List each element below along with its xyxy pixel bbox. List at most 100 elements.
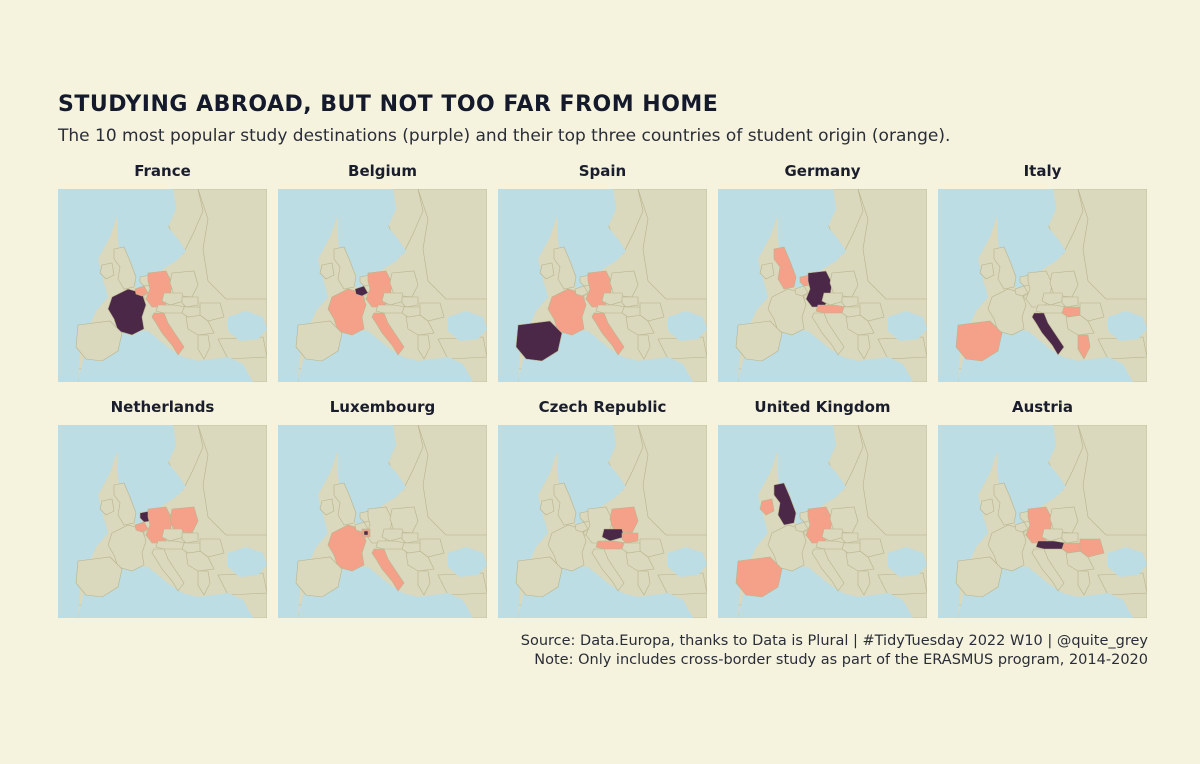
country-czechia: [161, 528, 185, 542]
country-spain: [295, 320, 343, 362]
country-luxembourg-destination: [363, 530, 369, 536]
country-italy: [591, 312, 625, 356]
map-panel-czechia: Czech Republic: [498, 398, 707, 618]
sea: [668, 311, 707, 341]
country-austria: [1035, 540, 1067, 550]
country-italy: [371, 312, 405, 356]
country-italy: [151, 312, 185, 356]
europe-map: [938, 425, 1147, 618]
land-region: [197, 189, 267, 300]
country-italy: [591, 548, 625, 592]
land-region: [1077, 425, 1147, 536]
country-hungary: [401, 542, 423, 554]
country-greece: [197, 570, 211, 596]
country-czechia: [821, 292, 845, 306]
country-greece: [637, 334, 651, 360]
country-belgium: [574, 521, 589, 533]
country-slovakia: [1061, 296, 1079, 308]
country-spain: [955, 556, 1003, 598]
country-greece: [857, 570, 871, 596]
panel-title: Czech Republic: [538, 398, 667, 416]
sea: [448, 311, 487, 341]
land-region: [857, 425, 927, 536]
country-spain: [75, 556, 123, 598]
europe-map: [278, 425, 487, 618]
country-slovakia: [401, 532, 419, 544]
country-czechia: [821, 528, 845, 542]
country-belgium: [1014, 521, 1029, 533]
country-romania: [859, 538, 885, 558]
country-hungary: [841, 542, 863, 554]
country-czechia: [161, 292, 185, 306]
country-italy: [811, 312, 845, 356]
country-italy: [811, 548, 845, 592]
country-uk: [553, 482, 577, 526]
sea: [278, 189, 338, 382]
chart-subtitle: The 10 most popular study destinations (…: [58, 126, 951, 146]
country-hungary: [181, 542, 203, 554]
country-belgium: [354, 285, 369, 297]
country-greece: [417, 570, 431, 596]
sea: [78, 565, 253, 618]
map-panel-austria: Austria: [938, 398, 1147, 618]
panel-title: Belgium: [348, 162, 417, 180]
europe-map: [718, 425, 927, 618]
country-austria: [595, 540, 627, 550]
country-italy: [1031, 548, 1065, 592]
europe-map: [58, 189, 267, 382]
country-czechia: [381, 292, 405, 306]
country-czechia: [1041, 292, 1065, 306]
country-spain: [735, 320, 783, 362]
country-italy: [371, 548, 405, 592]
country-greece: [1077, 570, 1091, 596]
country-hungary: [621, 306, 643, 318]
country-greece: [857, 334, 871, 360]
sea: [888, 547, 927, 577]
country-ireland: [979, 262, 995, 280]
sea: [718, 425, 778, 618]
sea: [498, 189, 558, 382]
country-hungary: [621, 542, 643, 554]
europe-map: [278, 189, 487, 382]
sea: [298, 565, 473, 618]
country-austria: [815, 304, 847, 314]
country-austria: [375, 540, 407, 550]
sea: [958, 329, 1133, 382]
sea: [518, 565, 693, 618]
country-austria: [155, 540, 187, 550]
country-romania: [199, 538, 225, 558]
country-uk: [993, 246, 1017, 290]
country-ireland: [99, 498, 115, 516]
europe-map: [498, 189, 707, 382]
country-spain: [515, 320, 563, 362]
country-uk: [553, 246, 577, 290]
country-spain: [515, 556, 563, 598]
country-uk: [333, 246, 357, 290]
country-czechia: [381, 528, 405, 542]
source-note: Source: Data.Europa, thanks to Data is P…: [520, 633, 1148, 649]
country-uk: [773, 246, 797, 290]
country-slovakia: [1061, 532, 1079, 544]
country-ireland: [319, 498, 335, 516]
country-austria: [815, 540, 847, 550]
panel-title: France: [134, 162, 191, 180]
map-panel-italy: Italy: [938, 162, 1147, 382]
country-spain: [735, 556, 783, 598]
country-austria: [1035, 304, 1067, 314]
country-austria: [595, 304, 627, 314]
map-panel-belgium: Belgium: [278, 162, 487, 382]
country-romania: [419, 302, 445, 322]
map-panel-uk: United Kingdom: [718, 398, 927, 618]
sea: [738, 329, 913, 382]
country-belgium: [574, 285, 589, 297]
country-greece: [417, 334, 431, 360]
sea: [278, 425, 338, 618]
country-czechia: [1041, 528, 1065, 542]
sea: [518, 329, 693, 382]
country-romania: [1079, 538, 1105, 558]
country-hungary: [401, 306, 423, 318]
country-italy: [151, 548, 185, 592]
country-hungary: [1061, 306, 1083, 318]
sea: [1108, 311, 1147, 341]
sea: [938, 189, 998, 382]
